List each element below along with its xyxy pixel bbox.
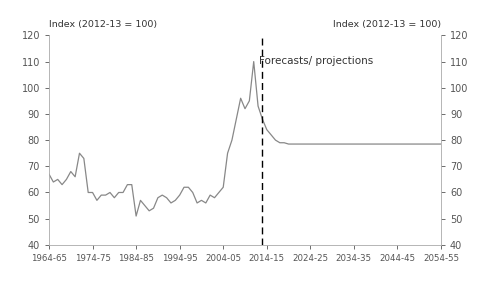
Text: Index (2012-13 = 100): Index (2012-13 = 100)	[333, 20, 441, 29]
Text: Index (2012-13 = 100): Index (2012-13 = 100)	[49, 20, 157, 29]
Text: Forecasts/ projections: Forecasts/ projections	[259, 56, 373, 66]
